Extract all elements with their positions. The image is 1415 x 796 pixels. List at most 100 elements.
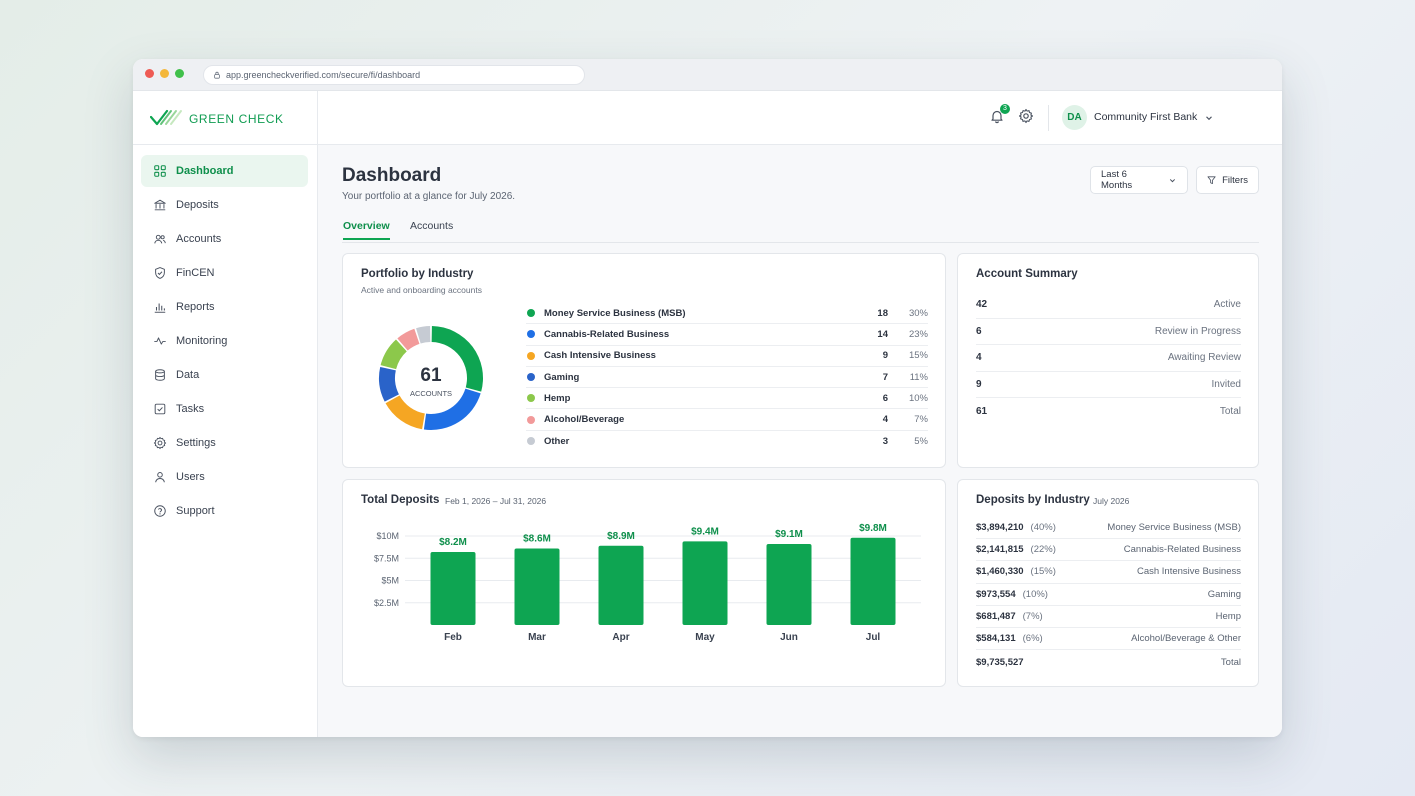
date-range-dropdown[interactable]: Last 6 Months [1090, 166, 1188, 194]
summary-value: 42 [976, 299, 988, 311]
grid-icon [153, 164, 167, 178]
legend-percent: 10% [908, 392, 928, 404]
x-tick-label: Apr [612, 632, 629, 643]
deposits-by-industry-month: July 2026 [1093, 496, 1130, 506]
url-text: app.greencheckverified.com/secure/fi/das… [226, 70, 421, 80]
summary-value: 6 [976, 325, 982, 337]
filters-label: Filters [1222, 174, 1248, 186]
sidebar-item-fincen[interactable]: FinCEN [141, 257, 308, 289]
close-window-dot[interactable] [145, 69, 154, 78]
industry-deposit-percent: (40%) [1030, 522, 1056, 534]
chevron-down-icon[interactable] [1204, 113, 1214, 123]
legend-percent: 23% [908, 328, 928, 340]
industry-deposit-total-label: Total [1220, 657, 1241, 669]
address-bar[interactable]: app.greencheckverified.com/secure/fi/das… [203, 65, 585, 85]
bar-apr[interactable] [598, 545, 644, 625]
chevron-down-icon [1169, 178, 1176, 182]
deposits-date-range: Feb 1, 2026 – Jul 31, 2026 [445, 496, 547, 506]
sidebar-item-users[interactable]: Users [141, 461, 308, 493]
tab-accounts[interactable]: Accounts [410, 220, 454, 232]
sidebar-item-settings[interactable]: Settings [141, 427, 308, 459]
summary-row[interactable]: 61 Total [976, 398, 1241, 425]
industry-deposit-label: Cannabis-Related Business [1123, 544, 1241, 556]
summary-row[interactable]: 6 Review in Progress [976, 319, 1241, 346]
tab-overview[interactable]: Overview [343, 220, 390, 240]
avatar[interactable]: DA [1062, 105, 1087, 130]
maximize-window-dot[interactable] [175, 69, 184, 78]
gear-icon[interactable] [1018, 108, 1034, 124]
deposits-by-industry-list: $3,894,210 (40%) Money Service Business (M… [976, 517, 1241, 675]
legend-row[interactable]: Cash Intensive Business 9 15% [526, 346, 928, 367]
summary-row[interactable]: 4 Awaiting Review [976, 345, 1241, 372]
donut-slice-hemp[interactable] [380, 339, 407, 370]
sidebar-item-label: Support [176, 505, 215, 517]
database-icon [153, 368, 167, 382]
bar-jul[interactable] [850, 537, 896, 625]
logo-area[interactable]: GREEN CHECK [133, 91, 317, 145]
donut-slice-cannabis-related-business[interactable] [423, 388, 481, 430]
industry-deposit-row[interactable]: $3,894,210 (40%) Money Service Business (M… [976, 517, 1241, 540]
legend-row[interactable]: Gaming 7 11% [526, 367, 928, 389]
legend-name: Hemp [544, 392, 571, 404]
legend-row[interactable]: Hemp 6 10% [526, 388, 928, 410]
bar-mar[interactable] [514, 548, 560, 625]
industry-deposit-label: Alcohol/Beverage & Other [1131, 633, 1241, 645]
legend-row[interactable]: Money Service Business (MSB) 18 30% [526, 303, 928, 325]
sidebar-item-reports[interactable]: Reports [141, 291, 308, 323]
bar-feb[interactable] [430, 552, 476, 625]
minimize-window-dot[interactable] [160, 69, 169, 78]
summary-value: 9 [976, 379, 982, 391]
checkbox-icon [153, 402, 167, 416]
sidebar-item-label: Tasks [176, 403, 205, 415]
sidebar-item-tasks[interactable]: Tasks [141, 393, 308, 425]
date-range-label: Last 6 Months [1101, 169, 1133, 191]
sidebar-item-data[interactable]: Data [141, 359, 308, 391]
sidebar-item-dashboard[interactable]: Dashboard [141, 155, 308, 187]
legend-name: Money Service Business (MSB) [544, 307, 686, 319]
sidebar-item-deposits[interactable]: Deposits [141, 189, 308, 221]
summary-label: Awaiting Review [1167, 352, 1241, 364]
x-tick-label: Feb [444, 632, 462, 643]
industry-deposit-row[interactable]: $973,554 (10%) Gaming [976, 584, 1241, 606]
legend-name: Other [544, 435, 570, 447]
industry-deposit-label: Money Service Business (MSB) [1107, 522, 1241, 534]
donut-slice-gaming[interactable] [379, 366, 399, 402]
sidebar-item-monitoring[interactable]: Monitoring [141, 325, 308, 357]
donut-slice-alcohol-beverage[interactable] [397, 328, 420, 351]
filter-icon [1207, 176, 1216, 185]
summary-row[interactable]: 42 Active [976, 292, 1241, 319]
legend-count: 14 [877, 328, 888, 340]
bell-icon[interactable] [989, 108, 1005, 124]
portfolio-legend: Money Service Business (MSB) 18 30% Cannabi… [526, 303, 928, 452]
legend-row[interactable]: Cannabis-Related Business 14 23% [526, 324, 928, 346]
industry-deposit-row[interactable]: $584,131 (6%) Alcohol/Beverage & Other [976, 628, 1241, 651]
page-subtitle: Your portfolio at a glance for July 2026… [342, 191, 516, 202]
legend-row[interactable]: Alcohol/Beverage 4 7% [526, 409, 928, 431]
sidebar-nav: Dashboard Deposits Accounts FinCEN Reports Mo… [133, 145, 317, 527]
bar-jun[interactable] [766, 544, 812, 625]
donut-slice-money-service-business-msb[interactable] [431, 326, 483, 392]
sidebar-item-support[interactable]: Support [141, 495, 308, 527]
sidebar-item-accounts[interactable]: Accounts [141, 223, 308, 255]
bar-chart-icon [153, 300, 167, 314]
sidebar-item-label: Users [176, 471, 205, 483]
legend-percent: 7% [914, 414, 928, 426]
legend-count: 18 [877, 307, 888, 319]
donut-slice-other[interactable] [416, 326, 431, 344]
x-tick-label: May [695, 632, 715, 643]
industry-deposit-row[interactable]: $1,460,330 (15%) Cash Intensive Business [976, 561, 1241, 584]
bar-may[interactable] [682, 541, 728, 625]
summary-row[interactable]: 9 Invited [976, 372, 1241, 399]
industry-deposit-row[interactable]: $681,487 (7%) Hemp [976, 606, 1241, 628]
legend-percent: 5% [914, 435, 928, 447]
donut-slice-cash-intensive-business[interactable] [385, 395, 425, 430]
industry-deposit-row[interactable]: $2,141,815 (22%) Cannabis-Related Business [976, 539, 1241, 562]
bar-value-label: $9.4M [691, 526, 719, 537]
filters-button[interactable]: Filters [1196, 166, 1259, 194]
card-title: Deposits by Industry [976, 494, 1090, 506]
topbar: 3 DA Community First Bank [318, 91, 1282, 145]
summary-label: Total [1219, 406, 1241, 418]
x-tick-label: Mar [528, 632, 546, 643]
legend-row[interactable]: Other 3 5% [526, 431, 928, 452]
organization-name[interactable]: Community First Bank [1094, 111, 1198, 123]
